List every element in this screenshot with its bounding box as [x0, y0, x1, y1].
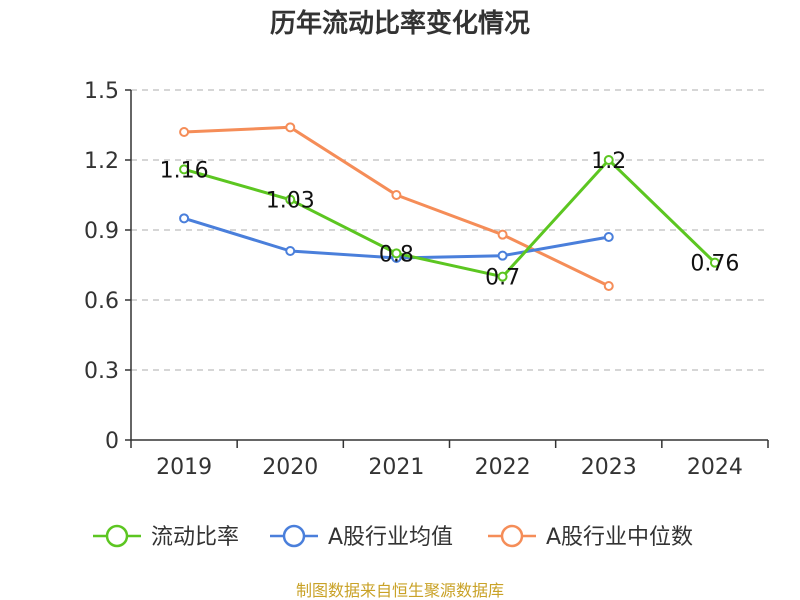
legend: 流动比率 A股行业均值 A股行业中位数 — [93, 524, 693, 550]
data-point — [603, 281, 614, 291]
data-point — [497, 271, 508, 282]
axes — [125, 89, 769, 448]
y-tick-label: 0.3 — [84, 359, 119, 384]
data-point — [285, 194, 296, 205]
data-point — [603, 155, 614, 165]
data-label: 0.8 — [379, 242, 414, 267]
x-tick-label: 2023 — [581, 455, 637, 480]
grid-lines — [131, 89, 768, 371]
data-point — [709, 257, 720, 268]
chart-title: 历年流动比率变化情况 — [270, 8, 530, 39]
series-line — [183, 158, 716, 279]
data-point — [285, 122, 296, 133]
x-tick-label: 2024 — [687, 455, 743, 480]
data-labels: 1.16 1.03 0.8 0.7 1.2 0.76 — [160, 149, 740, 291]
data-point — [179, 164, 190, 175]
legend-marker — [500, 524, 524, 548]
data-point — [285, 246, 296, 256]
x-tick-label: 2021 — [368, 455, 424, 480]
data-point — [391, 248, 402, 259]
data-point — [603, 232, 614, 242]
y-tick-labels: 0 0.3 0.6 0.9 1.2 1.5 — [84, 79, 119, 454]
legend-marker — [282, 524, 306, 548]
series-lines — [183, 125, 716, 288]
y-tick-label: 0.6 — [84, 289, 119, 314]
data-point — [391, 190, 402, 200]
y-tick-label: 0 — [105, 429, 119, 454]
legend-label: A股行业中位数 — [546, 525, 693, 550]
legend-marker — [105, 524, 129, 548]
y-tick-label: 1.2 — [84, 149, 119, 174]
legend-label: A股行业均值 — [328, 525, 453, 550]
data-label: 1.16 — [160, 158, 209, 183]
data-point — [497, 229, 508, 240]
x-tick-label: 2022 — [475, 455, 531, 480]
data-label: 0.76 — [690, 252, 739, 277]
data-point — [497, 250, 508, 261]
series-points — [179, 122, 720, 291]
x-tick-label: 2020 — [262, 455, 318, 480]
legend-label: 流动比率 — [151, 525, 239, 550]
x-tick-labels: 2019 2020 2021 2022 2023 2024 — [156, 455, 743, 480]
data-point — [179, 127, 190, 137]
y-tick-label: 1.5 — [84, 79, 119, 104]
data-point — [179, 213, 190, 224]
data-label: 0.7 — [485, 266, 520, 291]
x-tick-label: 2019 — [156, 455, 212, 480]
source-note: 制图数据来自恒生聚源数据库 — [296, 581, 504, 600]
data-label: 1.03 — [266, 189, 315, 214]
data-label: 1.2 — [591, 149, 626, 174]
y-tick-label: 0.9 — [84, 219, 119, 244]
